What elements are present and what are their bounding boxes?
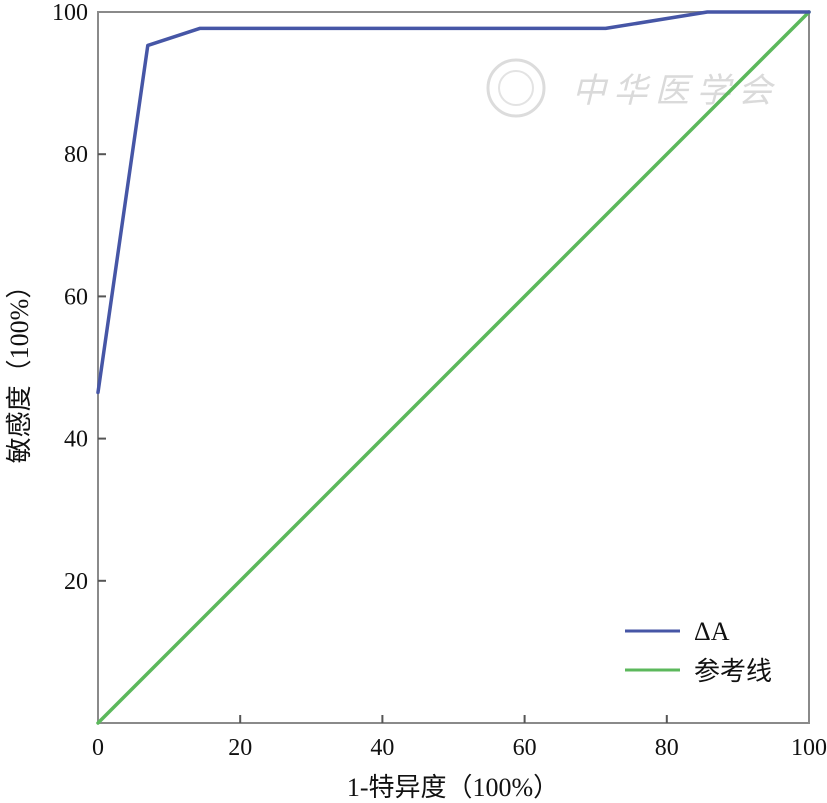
x-tick-label: 20 — [228, 735, 252, 761]
plot-frame — [97, 11, 810, 724]
x-axis-ticks: 0 20 40 60 80 100 — [92, 715, 827, 761]
series-line-reference — [96, 10, 811, 725]
y-tick-label: 60 — [64, 284, 88, 310]
y-tick-label: 40 — [64, 427, 88, 453]
y-axis-ticks: 20 40 60 80 100 — [52, 0, 106, 595]
x-tick-label: 60 — [513, 735, 537, 761]
x-tick-label: 80 — [655, 735, 679, 761]
x-tick-label: 40 — [370, 735, 394, 761]
series-layer — [96, 10, 811, 725]
x-tick-label: 100 — [791, 735, 827, 761]
y-tick-label: 20 — [64, 569, 88, 595]
y-axis-title: 敏感度（100%） — [5, 273, 34, 464]
legend: ΔA 参考线 — [625, 617, 772, 686]
x-tick-label: 0 — [92, 735, 104, 761]
series-line-delta-a — [96, 10, 811, 395]
legend-label-delta-a: ΔA — [694, 617, 730, 646]
y-tick-label: 100 — [52, 0, 88, 26]
x-axis-title: 1-特异度（100%） — [347, 773, 559, 802]
watermark-seal-inner-icon — [498, 70, 534, 106]
legend-label-reference: 参考线 — [694, 657, 772, 686]
watermark-seal-icon — [486, 58, 546, 118]
y-tick-label: 80 — [64, 142, 88, 168]
